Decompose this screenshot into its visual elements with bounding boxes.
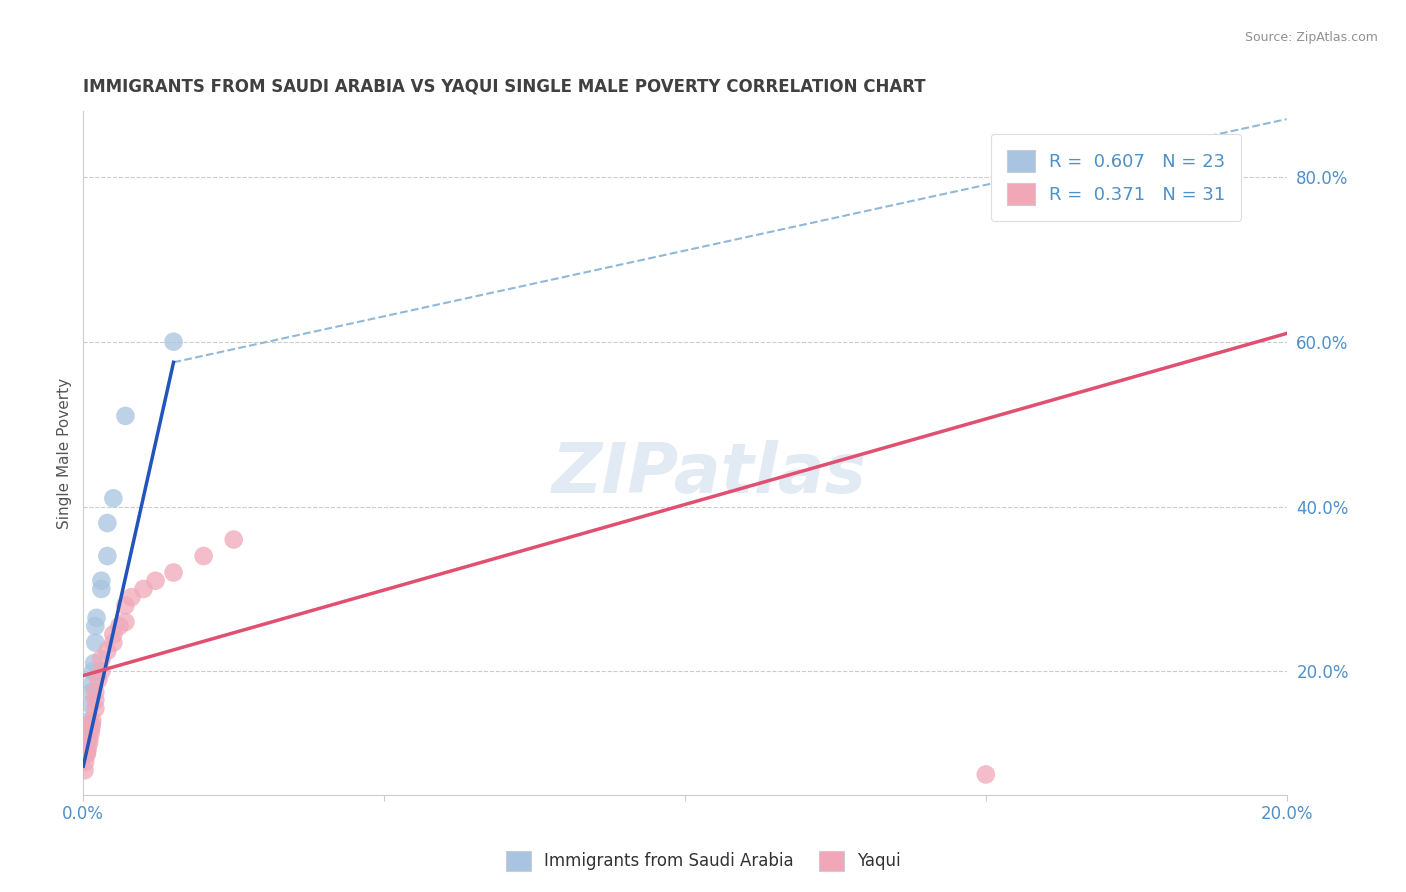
Point [79,734,101,748]
Point [96,516,118,530]
Point [90,574,112,588]
Point [76,726,98,740]
Point [80,718,103,732]
Point [96,644,118,658]
Point [87,673,110,687]
Legend: Immigrants from Saudi Arabia, Yaqui: Immigrants from Saudi Arabia, Yaqui [498,842,908,880]
Point [79,731,101,745]
Point [114,409,136,423]
Point [222,533,245,547]
Text: Source: ZipAtlas.com: Source: ZipAtlas.com [1244,31,1378,45]
Point [162,566,184,580]
Point [103,627,125,641]
Point [86,611,108,625]
Point [162,334,184,349]
Point [84,685,107,699]
Point [82,665,104,679]
Point [79,698,101,712]
Point [103,491,125,506]
Point [90,582,112,596]
Point [120,591,142,605]
Point [90,665,112,679]
Point [82,677,104,691]
Point [90,652,112,666]
Point [114,615,136,629]
Point [76,747,98,761]
Point [84,635,107,649]
Point [77,739,100,753]
Point [80,685,103,699]
Point [79,714,101,728]
Y-axis label: Single Male Poverty: Single Male Poverty [58,377,72,529]
Point [84,701,107,715]
Point [80,722,103,736]
Point [96,549,118,563]
Legend: R =  0.607   N = 23, R =  0.371   N = 31: R = 0.607 N = 23, R = 0.371 N = 31 [991,134,1241,221]
Point [79,726,101,740]
Point [145,574,167,588]
Point [77,722,100,736]
Point [103,635,125,649]
Point [84,693,107,707]
Point [73,764,96,778]
Point [108,619,131,633]
Point [114,599,136,613]
Point [73,747,96,761]
Point [82,714,104,728]
Point [84,619,107,633]
Point [75,747,97,761]
Text: IMMIGRANTS FROM SAUDI ARABIA VS YAQUI SINGLE MALE POVERTY CORRELATION CHART: IMMIGRANTS FROM SAUDI ARABIA VS YAQUI SI… [83,78,927,95]
Point [75,755,97,769]
Point [193,549,215,563]
Text: ZIPatlas: ZIPatlas [551,440,866,507]
Point [75,734,97,748]
Point [79,718,101,732]
Point [974,767,997,781]
Point [76,743,98,757]
Point [132,582,155,596]
Point [75,739,97,753]
Point [75,731,97,745]
Point [83,656,105,670]
